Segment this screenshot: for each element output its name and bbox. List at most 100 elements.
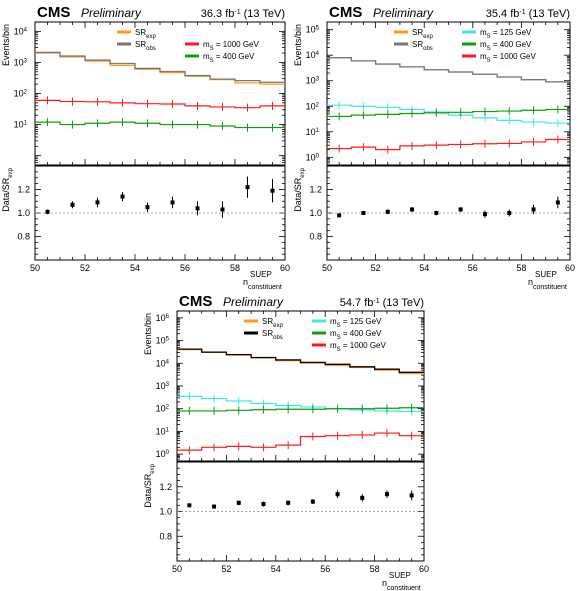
y-tick-exponent: 3 xyxy=(166,382,170,388)
x-tick-label: 58 xyxy=(516,263,526,273)
legend-label: mS = 1000 GeV xyxy=(480,52,536,64)
energy-label: (13 TeV) xyxy=(383,297,424,309)
y-tick-label: 100 xyxy=(156,449,170,459)
ratio-point xyxy=(212,504,217,509)
ratio-point xyxy=(45,209,50,214)
legend-subscript: S xyxy=(487,58,491,64)
y-tick-exponent: 0 xyxy=(316,153,320,159)
x-tick-label: 56 xyxy=(320,564,330,574)
legend-label: mS = 125 GeV xyxy=(330,317,382,329)
ratio-point xyxy=(310,499,315,504)
legend-subscript: exp xyxy=(423,34,433,40)
x-tick-label: 52 xyxy=(80,263,90,273)
y-tick-label: 103 xyxy=(14,57,28,67)
x-tick-label: 58 xyxy=(370,564,380,574)
x-tick-label: 56 xyxy=(468,263,478,273)
ratio-point xyxy=(195,206,200,211)
x-axis-superscript: SUEP xyxy=(535,270,557,279)
y-tick-label: 101 xyxy=(14,120,28,130)
y-tick-label: 101 xyxy=(306,127,320,137)
legend-subscript: S xyxy=(487,46,491,52)
x-tick-label: 50 xyxy=(172,564,182,574)
y-axis-title: Events/bin xyxy=(143,313,153,355)
cms-label: CMS xyxy=(179,293,212,310)
ratio-point xyxy=(361,211,366,215)
legend-label: SRobs xyxy=(412,40,433,52)
ratio-point xyxy=(458,207,463,212)
energy-label: (13 TeV) xyxy=(244,8,285,20)
legend-subscript: S xyxy=(210,46,214,52)
y-tick-exponent: 1 xyxy=(24,121,28,127)
ratio-y-tick-label: 1.0 xyxy=(309,208,322,218)
y-tick-exponent: 1 xyxy=(166,427,170,433)
legend-label: SRobs xyxy=(262,329,283,341)
y-tick-exponent: 4 xyxy=(24,27,28,33)
lumi-label: 36.3 fb-1 (13 TeV) xyxy=(201,8,285,20)
ratio-y-axis-title: Data/SRexp xyxy=(293,167,306,211)
y-tick-exponent: 2 xyxy=(316,102,320,108)
ratio-y-axis-title: Data/SRexp xyxy=(143,463,156,507)
x-tick-label: 60 xyxy=(565,263,575,273)
x-axis-subscript: constituent xyxy=(533,284,567,291)
ratio-y-tick-label: 1.2 xyxy=(159,482,172,492)
legend-subscript: obs xyxy=(273,335,283,341)
y-tick-label: 102 xyxy=(306,101,320,111)
legend-label: mS = 1000 GeV xyxy=(330,341,386,353)
series-line-3 xyxy=(327,108,570,118)
y-tick-exponent: 2 xyxy=(24,90,28,96)
series-line-1 xyxy=(35,51,285,83)
y-tick-label: 101 xyxy=(156,426,170,436)
ratio-point xyxy=(507,211,512,215)
x-tick-label: 54 xyxy=(419,263,429,273)
ratio-point xyxy=(482,212,487,217)
x-tick-label: 58 xyxy=(230,263,240,273)
y-tick-label: 102 xyxy=(14,89,28,99)
ratio-point xyxy=(337,213,342,218)
ratio-point xyxy=(531,207,536,212)
ratio-point xyxy=(245,185,250,190)
ratio-point xyxy=(95,200,100,205)
preliminary-label: Preliminary xyxy=(373,6,434,20)
lumi-exponent: -1 xyxy=(519,9,525,16)
ratio-y-axis-subscript: exp xyxy=(300,167,306,177)
y-tick-exponent: 3 xyxy=(316,77,320,83)
x-axis-superscript: SUEP xyxy=(389,571,411,580)
chart-panel-2: CMS Preliminary 35.4 fb-1 (13 TeV)50 52 54 56 5… xyxy=(293,4,575,291)
legend-label: mS = 400 GeV xyxy=(330,329,382,341)
y-tick-exponent: 3 xyxy=(24,58,28,64)
y-tick-label: 104 xyxy=(14,26,28,36)
x-tick-label: 50 xyxy=(322,263,332,273)
legend-label: mS = 400 GeV xyxy=(203,52,255,64)
ratio-point xyxy=(187,503,192,508)
legend-label-rest: = 400 GeV xyxy=(214,52,255,61)
legend-subscript: S xyxy=(210,58,214,64)
ratio-y-tick-label: 1.2 xyxy=(17,185,30,195)
y-tick-label: 106 xyxy=(156,313,170,323)
x-tick-label: 52 xyxy=(371,263,381,273)
x-tick-label: 60 xyxy=(419,564,429,574)
y-tick-exponent: 6 xyxy=(166,314,170,320)
y-tick-exponent: 4 xyxy=(316,51,320,57)
y-tick-exponent: 4 xyxy=(166,359,170,365)
legend-label: SRexp xyxy=(412,28,433,40)
series-line-2 xyxy=(327,104,570,124)
y-tick-label: 104 xyxy=(306,50,320,60)
ratio-y-tick-label: 0.8 xyxy=(159,531,172,541)
legend-subscript: obs xyxy=(146,46,156,52)
lumi-exponent: -1 xyxy=(373,298,379,305)
y-tick-label: 105 xyxy=(306,25,320,35)
series-line-2 xyxy=(35,99,285,109)
legend-label-rest: = 1000 GeV xyxy=(214,40,260,49)
series-line-4 xyxy=(327,138,570,151)
x-axis-subscript: constituent xyxy=(387,585,421,591)
energy-label: (13 TeV) xyxy=(529,8,570,20)
legend-subscript: S xyxy=(337,347,341,353)
ratio-point xyxy=(384,492,389,497)
ratio-y-tick-label: 0.8 xyxy=(17,232,30,242)
y-axis-title: Events/bin xyxy=(1,24,11,66)
legend-subscript: obs xyxy=(423,46,433,52)
y-tick-exponent: 5 xyxy=(316,26,320,32)
y-tick-label: 102 xyxy=(156,404,170,414)
legend-label-rest: = 400 GeV xyxy=(491,40,532,49)
